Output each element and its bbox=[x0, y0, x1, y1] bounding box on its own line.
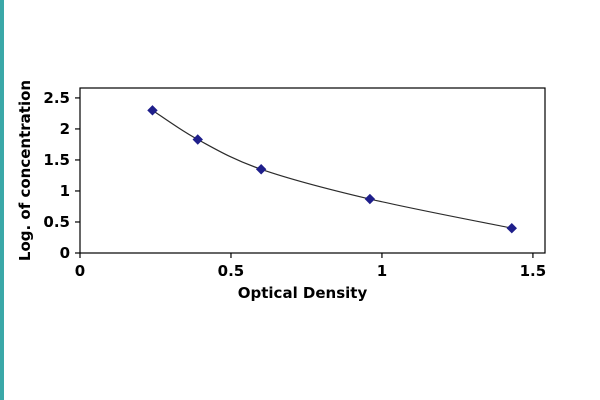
data-point-marker bbox=[364, 193, 376, 205]
y-tick-label: 0 bbox=[60, 244, 70, 262]
left-accent-strip bbox=[0, 0, 4, 400]
y-tick-label: 1.5 bbox=[43, 151, 70, 169]
data-point-marker bbox=[192, 134, 203, 145]
data-point-marker bbox=[255, 164, 267, 175]
data-point-marker bbox=[506, 222, 517, 234]
y-tick-label: 0.5 bbox=[43, 213, 70, 231]
x-tick-label: 1.5 bbox=[520, 262, 547, 280]
x-tick-label: 0.5 bbox=[218, 262, 245, 280]
x-axis-label: Optical Density bbox=[238, 284, 368, 302]
y-axis-label: Log. of concentration bbox=[16, 80, 34, 261]
y-tick-label: 2.5 bbox=[43, 89, 70, 107]
x-tick-label: 1 bbox=[377, 262, 387, 280]
y-tick-label: 2 bbox=[60, 120, 70, 138]
series-line bbox=[152, 109, 512, 229]
plot-box bbox=[79, 87, 546, 254]
y-tick-label: 1 bbox=[60, 182, 70, 200]
x-tick-label: 0 bbox=[75, 262, 85, 280]
data-point-marker bbox=[147, 105, 158, 116]
